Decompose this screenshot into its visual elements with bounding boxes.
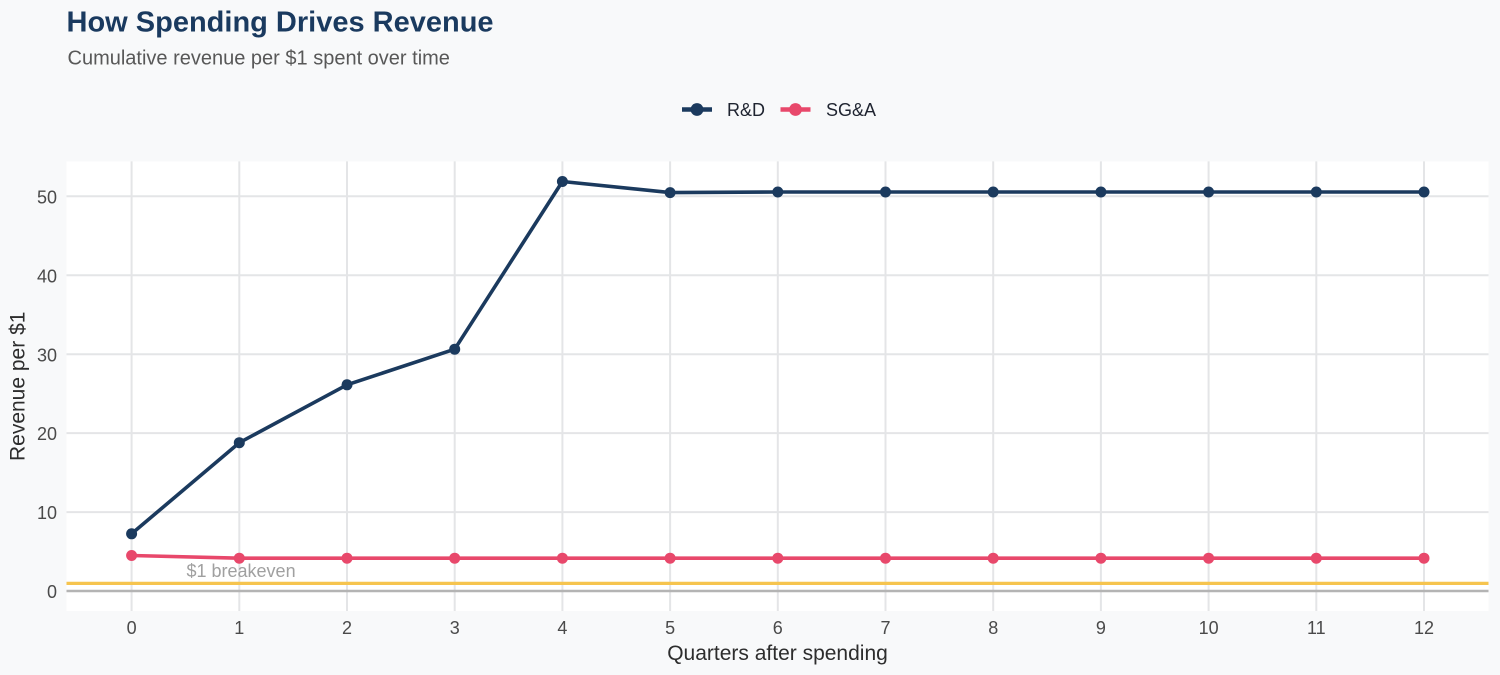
svg-text:1: 1 — [234, 618, 244, 638]
svg-text:0: 0 — [127, 618, 137, 638]
svg-text:2: 2 — [342, 618, 352, 638]
svg-text:How Spending Drives Revenue: How Spending Drives Revenue — [67, 7, 494, 39]
svg-text:8: 8 — [988, 618, 998, 638]
svg-text:30: 30 — [37, 345, 57, 365]
svg-text:$1 breakeven: $1 breakeven — [187, 561, 296, 581]
svg-text:3: 3 — [450, 618, 460, 638]
svg-text:Revenue per $1: Revenue per $1 — [7, 312, 30, 461]
svg-text:0: 0 — [47, 582, 57, 602]
svg-text:Cumulative revenue per $1 spen: Cumulative revenue per $1 spent over tim… — [68, 47, 450, 69]
svg-text:Quarters after spending: Quarters after spending — [667, 642, 888, 665]
svg-text:9: 9 — [1096, 618, 1106, 638]
svg-text:R&D: R&D — [727, 100, 765, 120]
svg-text:40: 40 — [37, 266, 57, 286]
svg-text:11: 11 — [1307, 618, 1326, 638]
svg-text:50: 50 — [37, 187, 57, 207]
svg-text:4: 4 — [557, 618, 567, 638]
svg-text:6: 6 — [773, 618, 783, 638]
svg-text:10: 10 — [1199, 618, 1219, 638]
svg-text:5: 5 — [665, 618, 675, 638]
svg-text:SG&A: SG&A — [826, 100, 876, 120]
svg-text:12: 12 — [1414, 618, 1434, 638]
svg-text:20: 20 — [37, 424, 57, 444]
svg-text:7: 7 — [880, 618, 890, 638]
svg-text:10: 10 — [37, 503, 57, 523]
